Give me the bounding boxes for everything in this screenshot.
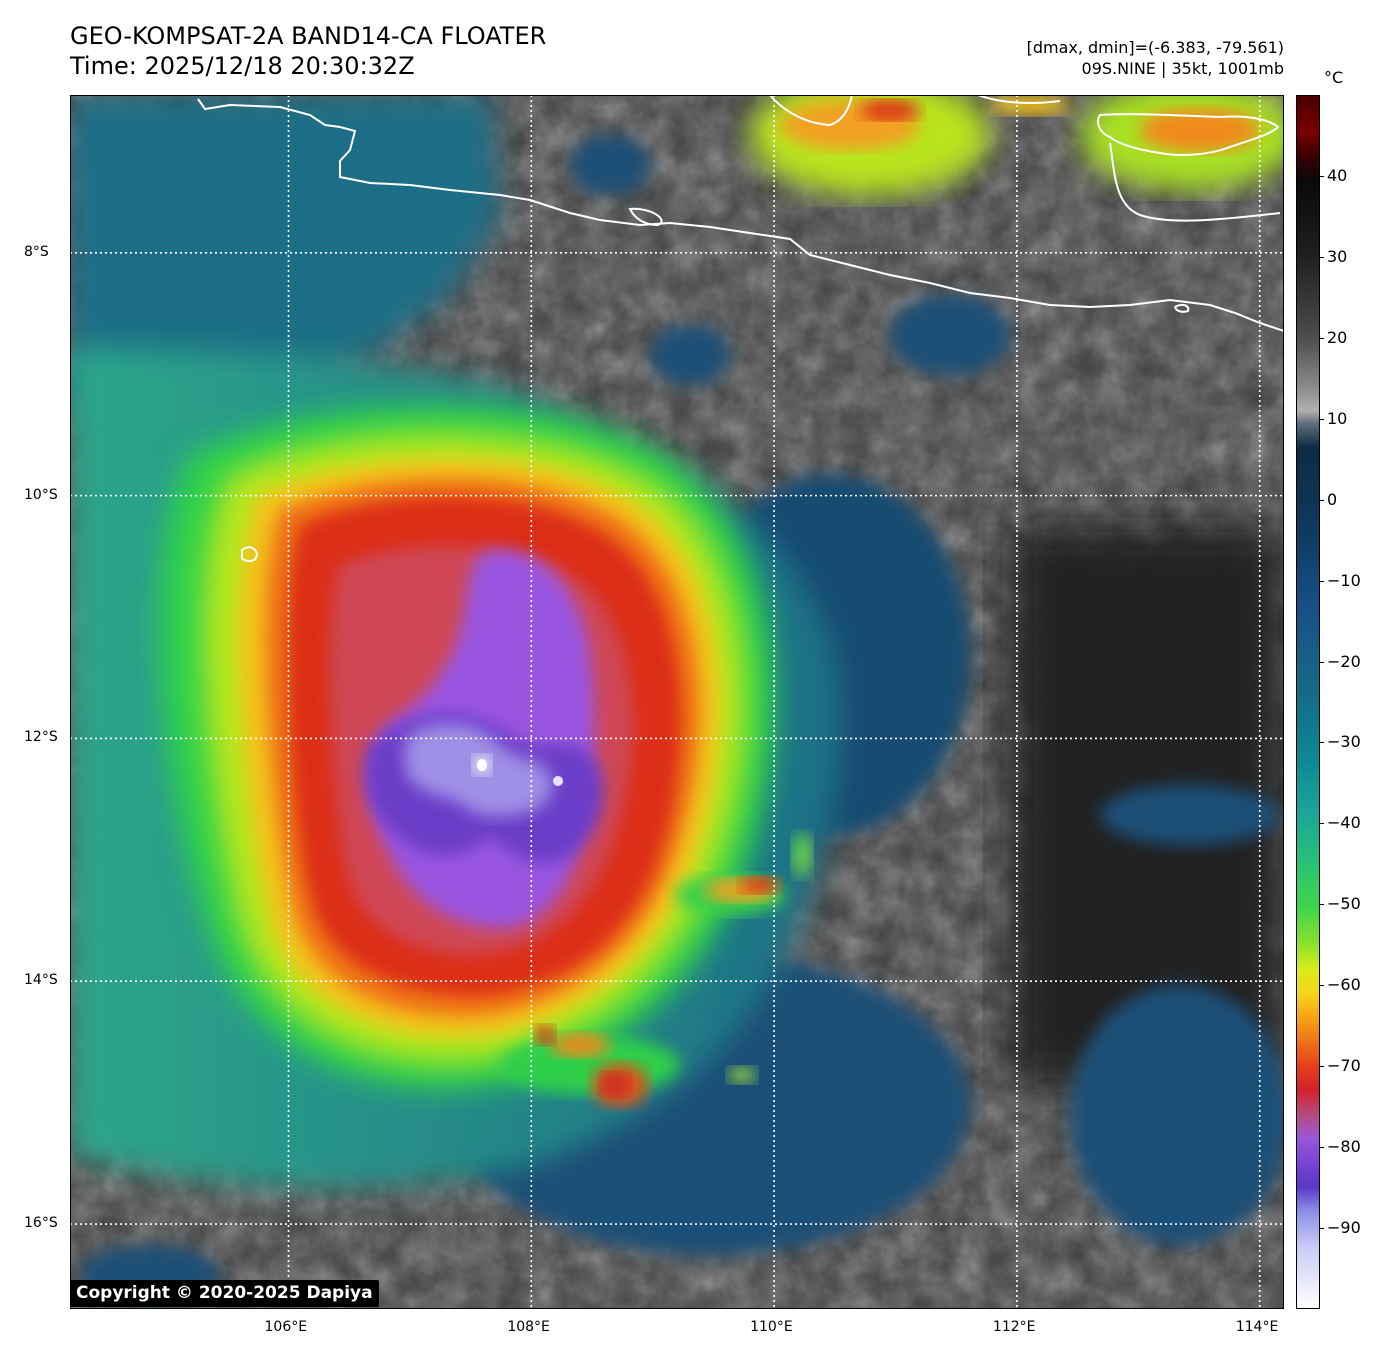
- colorbar-tick-mark: [1320, 580, 1324, 582]
- colorbar-tick-label: −50: [1327, 894, 1361, 914]
- convective-cells: [500, 95, 1284, 1107]
- colorbar-tick-mark: [1320, 418, 1324, 420]
- colorbar: [1296, 95, 1320, 1309]
- satellite-map: [70, 95, 1284, 1309]
- colorbar-tick-mark: [1320, 175, 1324, 177]
- lat-tick-label: 16°S: [24, 1215, 58, 1232]
- lat-tick-label: 10°S: [24, 486, 58, 503]
- colorbar-tick-label: 20: [1327, 327, 1348, 347]
- colorbar-tick-label: 40: [1327, 165, 1348, 185]
- lon-tick-label: 112°E: [992, 1319, 1036, 1335]
- colorbar-tick-label: −70: [1327, 1056, 1361, 1076]
- info-dmax-dmin: [dmax, dmin]=(-6.383, -79.561): [1026, 38, 1284, 57]
- colorbar-unit: °C: [1324, 68, 1344, 87]
- storm-convection: [159, 404, 775, 1090]
- colorbar-tick-label: −80: [1327, 1137, 1361, 1157]
- colorbar-tick-label: −30: [1327, 732, 1361, 752]
- colorbar-tick-mark: [1320, 1147, 1324, 1149]
- lon-tick-label: 108°E: [507, 1319, 550, 1335]
- graticule: [70, 95, 1284, 1309]
- title-line-2: Time: 2025/12/18 20:30:32Z: [70, 52, 415, 80]
- lon-tick-label: 106°E: [264, 1319, 308, 1335]
- colorbar-tick-mark: [1320, 985, 1324, 987]
- colorbar-tick-label: 10: [1327, 408, 1348, 428]
- info-storm: 09S.NINE | 35kt, 1001mb: [1081, 59, 1284, 78]
- colorbar-tick-mark: [1320, 1066, 1324, 1068]
- colorbar-tick-mark: [1320, 742, 1324, 744]
- colorbar-tick-label: 30: [1327, 246, 1348, 266]
- colorbar-tick-mark: [1320, 904, 1324, 906]
- colorbar-tick-label: −10: [1327, 570, 1361, 590]
- colorbar-tick-label: 0: [1327, 489, 1338, 509]
- colorbar-tick-mark: [1320, 823, 1324, 825]
- colorbar-tick-label: −60: [1327, 975, 1361, 995]
- lon-tick-label: 110°E: [750, 1319, 793, 1335]
- copyright-label: Copyright © 2020-2025 Dapiya: [70, 1280, 379, 1307]
- colorbar-tick-mark: [1320, 256, 1324, 258]
- lat-tick-label: 14°S: [24, 972, 58, 989]
- colorbar-tick-mark: [1320, 499, 1324, 501]
- lon-tick-label: 114°E: [1235, 1319, 1279, 1335]
- coastline-java: [197, 95, 1284, 563]
- lat-tick-label: 8°S: [24, 243, 49, 260]
- colorbar-tick-mark: [1320, 1228, 1324, 1230]
- colorbar-tick-label: −90: [1327, 1218, 1361, 1238]
- lat-tick-label: 12°S: [24, 729, 58, 746]
- colorbar-tick-mark: [1320, 661, 1324, 663]
- colorbar-tick-label: −40: [1327, 813, 1361, 833]
- satellite-image: [70, 95, 1284, 1309]
- colorbar-tick-label: −20: [1327, 651, 1361, 671]
- north-cloud-band: [70, 95, 500, 415]
- colorbar-tick-mark: [1320, 337, 1324, 339]
- title-line-1: GEO-KOMPSAT-2A BAND14-CA FLOATER: [70, 22, 547, 50]
- map-frame: [70, 95, 1284, 1309]
